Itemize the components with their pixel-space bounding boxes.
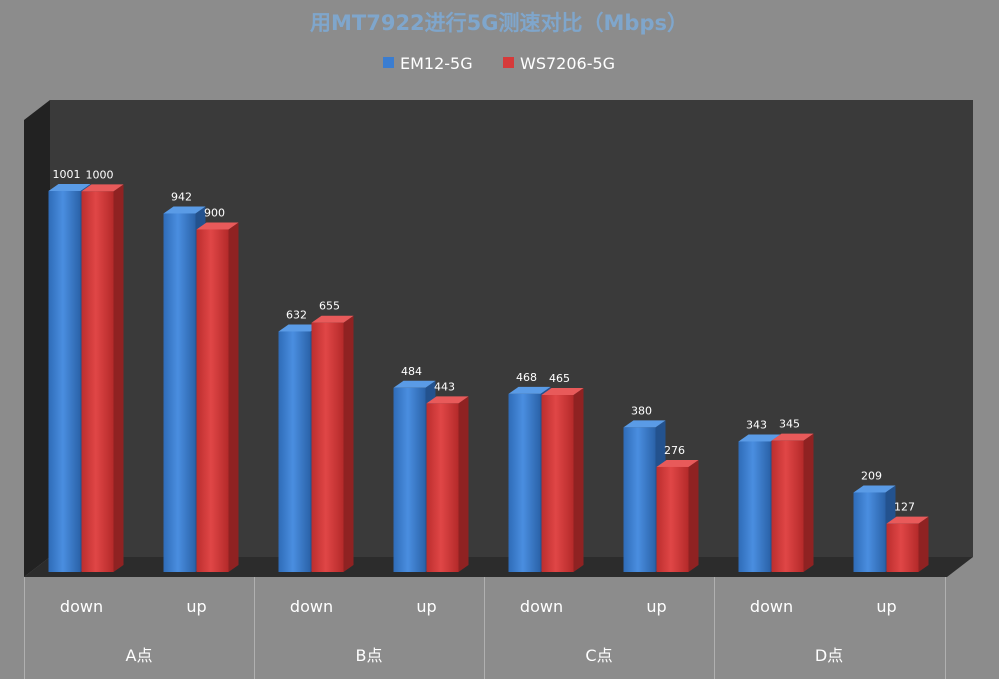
bar-side bbox=[803, 433, 814, 572]
bar-front bbox=[738, 441, 771, 572]
bar-side bbox=[343, 315, 354, 572]
legend: EM12-5G WS7206-5G bbox=[383, 54, 615, 73]
bar-front bbox=[508, 393, 541, 572]
legend-item-ws7206: WS7206-5G bbox=[503, 54, 615, 73]
bar-top bbox=[623, 420, 666, 428]
group-label: D点 bbox=[815, 646, 843, 665]
data-label: 468 bbox=[516, 371, 537, 384]
chart-title: 用MT7922进行5G测速对比（Mbps） bbox=[310, 11, 688, 35]
data-label: 209 bbox=[861, 469, 882, 482]
legend-swatch-ws7206 bbox=[503, 57, 514, 68]
axis-table bbox=[24, 577, 946, 679]
bar-front bbox=[656, 466, 689, 572]
bar-top bbox=[196, 222, 239, 230]
group-label: C点 bbox=[585, 646, 612, 665]
bar-front bbox=[771, 440, 804, 572]
bar-top bbox=[886, 516, 929, 524]
bar-front bbox=[623, 427, 656, 572]
tick-label: down bbox=[520, 597, 563, 616]
data-label: 942 bbox=[171, 190, 192, 203]
bar-front bbox=[81, 191, 114, 572]
bar-top bbox=[163, 206, 206, 214]
group-label: A点 bbox=[126, 646, 153, 665]
bar-front bbox=[426, 403, 459, 572]
bar-ws7206-4 bbox=[541, 388, 584, 572]
bar-ws7206-0 bbox=[81, 184, 124, 572]
tick-label: up bbox=[186, 597, 206, 616]
bar-side bbox=[228, 222, 239, 572]
bar-front bbox=[48, 191, 81, 572]
tick-label: down bbox=[290, 597, 333, 616]
bar-top bbox=[311, 315, 354, 323]
bar-top bbox=[853, 485, 896, 493]
bar-side bbox=[573, 388, 584, 572]
bar-top bbox=[738, 434, 781, 442]
tick-label: down bbox=[750, 597, 793, 616]
data-label: 443 bbox=[434, 380, 455, 393]
data-label: 127 bbox=[894, 501, 915, 514]
data-label: 1001 bbox=[53, 168, 81, 181]
data-label: 276 bbox=[664, 444, 685, 457]
data-label: 345 bbox=[779, 418, 800, 431]
bar-top bbox=[508, 386, 551, 394]
data-label: 1000 bbox=[86, 168, 114, 181]
bar-front bbox=[311, 322, 344, 572]
labels-layer: 1001 1000 down 942 900 up 632 655 down 484 443 up 46… bbox=[53, 168, 916, 665]
bar-ws7206-6 bbox=[771, 433, 814, 572]
bar-front bbox=[278, 331, 311, 572]
data-label: 380 bbox=[631, 404, 652, 417]
bar-ws7206-1 bbox=[196, 222, 239, 572]
bar-ws7206-3 bbox=[426, 396, 469, 572]
bar-top bbox=[278, 324, 321, 332]
bar-front bbox=[163, 213, 196, 572]
plot-side-wall bbox=[24, 100, 50, 577]
tick-label: up bbox=[876, 597, 896, 616]
bar-side bbox=[458, 396, 469, 572]
bar-side bbox=[688, 459, 699, 572]
group-label: B点 bbox=[356, 646, 383, 665]
bar-top bbox=[656, 459, 699, 467]
bar-ws7206-2 bbox=[311, 315, 354, 572]
bar-front bbox=[541, 395, 574, 572]
data-label: 900 bbox=[204, 206, 225, 219]
data-label: 655 bbox=[319, 300, 340, 313]
data-label: 484 bbox=[401, 365, 422, 378]
bar-ws7206-5 bbox=[656, 459, 699, 572]
data-label: 343 bbox=[746, 418, 767, 431]
bar-top bbox=[48, 184, 91, 191]
tick-label: up bbox=[416, 597, 436, 616]
plot-floor bbox=[24, 557, 973, 577]
tick-label: down bbox=[60, 597, 103, 616]
bar-top bbox=[541, 388, 584, 396]
legend-swatch-em12 bbox=[383, 57, 394, 68]
data-label: 632 bbox=[286, 308, 307, 321]
bar-front bbox=[886, 523, 919, 572]
bar-top bbox=[393, 380, 436, 388]
bars-layer bbox=[48, 184, 929, 572]
legend-label-ws7206: WS7206-5G bbox=[520, 54, 615, 73]
data-label: 465 bbox=[549, 372, 570, 385]
bar-front bbox=[196, 229, 229, 572]
bar-top bbox=[81, 184, 124, 192]
bar-side bbox=[113, 184, 124, 572]
bar-ws7206-7 bbox=[886, 516, 929, 572]
bar-top bbox=[426, 396, 469, 404]
bar-top bbox=[771, 433, 814, 441]
legend-item-em12: EM12-5G bbox=[383, 54, 473, 73]
bar-side bbox=[918, 516, 929, 572]
bar-front bbox=[853, 492, 886, 572]
bar-front bbox=[393, 387, 426, 572]
legend-label-em12: EM12-5G bbox=[400, 54, 473, 73]
tick-label: up bbox=[646, 597, 666, 616]
